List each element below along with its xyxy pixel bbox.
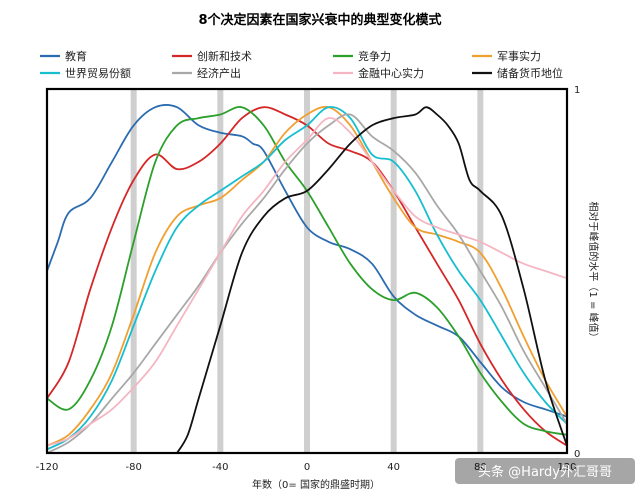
x-tick-label-2: -40 bbox=[212, 462, 228, 473]
legend-label-1: 创新和技术 bbox=[197, 49, 252, 63]
chart-title: 8个决定因素在国家兴衰中的典型变化模式 bbox=[198, 12, 441, 28]
series-line-0 bbox=[46, 104, 568, 418]
watermark: 头条 @Hardy外汇哥哥 bbox=[455, 458, 635, 484]
legend-label-0: 教育 bbox=[65, 49, 87, 63]
series-line-5 bbox=[46, 113, 568, 454]
x-tick-label-5: 80 bbox=[474, 462, 487, 473]
series-line-4 bbox=[46, 106, 568, 451]
x-tick-label-1: -80 bbox=[125, 462, 141, 473]
series-line-7 bbox=[176, 106, 568, 454]
legend-label-5: 经济产出 bbox=[197, 66, 241, 80]
watermark-text: 头条 @Hardy外汇哥哥 bbox=[478, 464, 612, 480]
x-axis-label: 年数（0= 国家的鼎盛时期） bbox=[252, 478, 380, 491]
series-line-3 bbox=[46, 105, 568, 447]
x-tick-label-4: 40 bbox=[387, 462, 400, 473]
legend-label-2: 竞争力 bbox=[358, 49, 391, 63]
plot-frame bbox=[45, 87, 569, 455]
y-tick-label-1: 1 bbox=[574, 85, 580, 96]
series-line-2 bbox=[46, 106, 568, 436]
x-tick-labels: -120 -80 -40 0 40 80 120 bbox=[36, 462, 577, 473]
y-tick-labels: 01 bbox=[574, 85, 580, 460]
y-axis-label: 相对于峰值的水平（1 = 峰值） bbox=[587, 201, 600, 342]
x-tick-label-3: 0 bbox=[304, 462, 310, 473]
x-tick-label-0: -120 bbox=[36, 462, 59, 473]
legend-label-6: 金融中心实力 bbox=[358, 66, 424, 80]
legend-label-3: 军事实力 bbox=[497, 49, 541, 63]
series-lines bbox=[46, 104, 568, 454]
watermark-background bbox=[455, 458, 635, 484]
legend-label-7: 储备货币地位 bbox=[497, 66, 563, 80]
legend-label-4: 世界贸易份额 bbox=[65, 67, 131, 80]
x-tick-label-6: 120 bbox=[557, 462, 576, 473]
series-line-6 bbox=[46, 117, 568, 447]
y-tick-label-0: 0 bbox=[574, 449, 580, 460]
